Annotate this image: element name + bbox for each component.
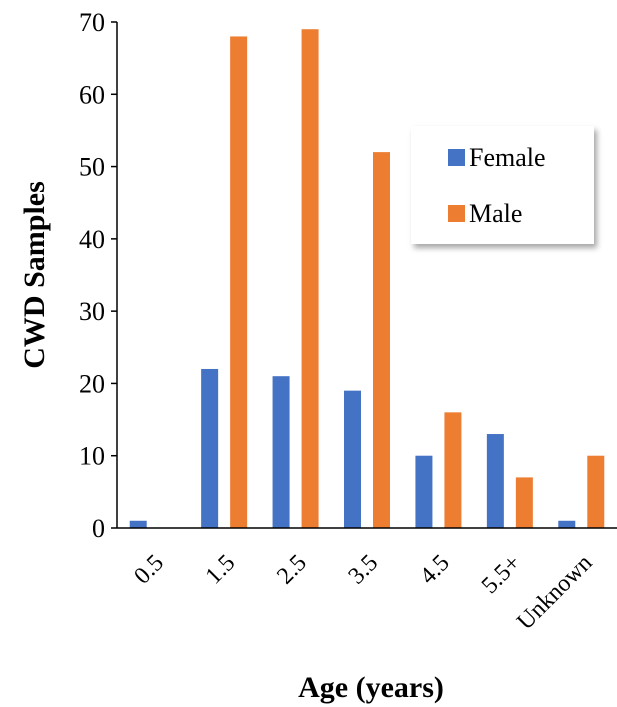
y-tick-label: 70 [79,8,105,37]
y-tick-label: 0 [92,514,105,543]
y-tick-label: 30 [79,297,105,326]
x-tick-label: Unknown [512,550,597,635]
bars [129,29,605,528]
x-tick-label: 3.5 [344,550,384,590]
x-tick-label: 2.5 [272,550,312,590]
bar-male-15 [230,36,248,528]
y-tick-label: 10 [79,442,105,471]
legend-label-female: Female [469,143,546,172]
bar-male-unknown [587,455,605,528]
x-tick-label: 1.5 [201,550,241,590]
legend-box [411,126,594,244]
y-axis-ticks: 0 10 20 30 40 50 60 70 [79,8,117,543]
x-tick-label: 0.5 [129,550,169,590]
x-tick-label: 4.5 [415,550,455,590]
bar-male-25 [301,29,319,528]
bar-female-45 [415,455,433,528]
bar-male-55 [515,477,533,528]
y-tick-label: 20 [79,369,105,398]
y-axis-title: CWD Samples [18,181,51,369]
bar-male-35 [373,152,390,528]
bar-female-55 [486,434,504,528]
legend-label-male: Male [469,199,522,228]
bar-female-35 [344,390,361,528]
bar-female-25 [272,376,290,528]
bar-female-unknown [558,520,576,528]
y-tick-label: 50 [79,153,105,182]
x-tick-label: 5.5+ [477,550,526,599]
bar-female-05 [129,520,147,528]
y-tick-label: 40 [79,225,105,254]
bar-male-45 [444,412,462,528]
x-axis-title: Age (years) [298,671,444,704]
y-tick-label: 60 [79,80,105,109]
legend-swatch-male [448,205,465,222]
bar-female-15 [201,368,219,528]
legend-swatch-female [448,149,465,166]
x-axis-ticks: 0.5 1.5 2.5 3.5 4.5 5.5+Unknown [129,550,597,635]
legend: Female Male [411,126,594,244]
